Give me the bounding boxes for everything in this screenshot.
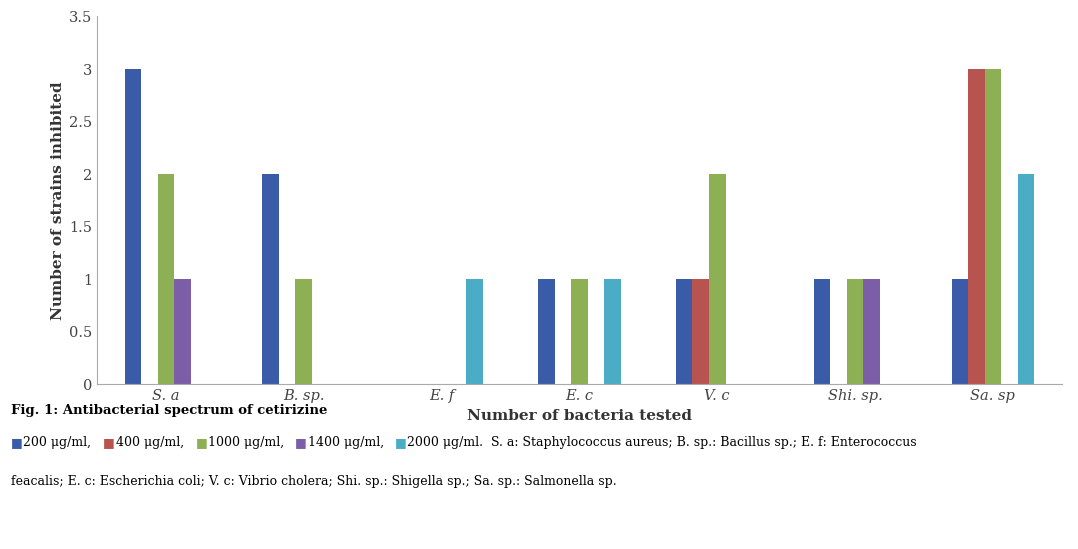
Bar [1018,174,1034,384]
Text: ■: ■ [103,436,115,450]
Text: 2000 μg/ml.: 2000 μg/ml. [407,436,483,450]
Text: 1400 μg/ml,: 1400 μg/ml, [307,436,388,450]
Y-axis label: Number of strains inhibited: Number of strains inhibited [51,81,65,320]
Bar [125,69,141,384]
Bar [295,279,312,384]
Text: 400 μg/ml,: 400 μg/ml, [115,436,188,450]
Bar [467,279,483,384]
Text: ■: ■ [295,436,307,450]
Bar [571,279,588,384]
Bar [847,279,863,384]
Bar [863,279,880,384]
Bar [814,279,830,384]
Bar [175,279,191,384]
Bar [538,279,554,384]
Bar [262,174,279,384]
Text: S. a: Staphylococcus aureus; B. sp.: Bacillus sp.; E. f: Enterococcus: S. a: Staphylococcus aureus; B. sp.: Bac… [487,436,917,450]
Bar [157,174,175,384]
Text: ■: ■ [195,436,207,450]
Text: 200 μg/ml,: 200 μg/ml, [23,436,95,450]
Bar [676,279,692,384]
Bar [952,279,968,384]
Bar [968,69,984,384]
Bar [984,69,1001,384]
X-axis label: Number of bacteria tested: Number of bacteria tested [467,408,692,423]
Bar [692,279,709,384]
Bar [709,174,725,384]
Text: ■: ■ [395,436,406,450]
Text: Fig. 1: Antibacterial spectrum of cetirizine: Fig. 1: Antibacterial spectrum of cetiri… [11,404,327,417]
Text: ■: ■ [11,436,23,450]
Text: 1000 μg/ml,: 1000 μg/ml, [208,436,288,450]
Bar [605,279,621,384]
Text: feacalis; E. c: Escherichia coli; V. c: Vibrio cholera; Shi. sp.: Shigella sp.; : feacalis; E. c: Escherichia coli; V. c: … [11,475,617,488]
